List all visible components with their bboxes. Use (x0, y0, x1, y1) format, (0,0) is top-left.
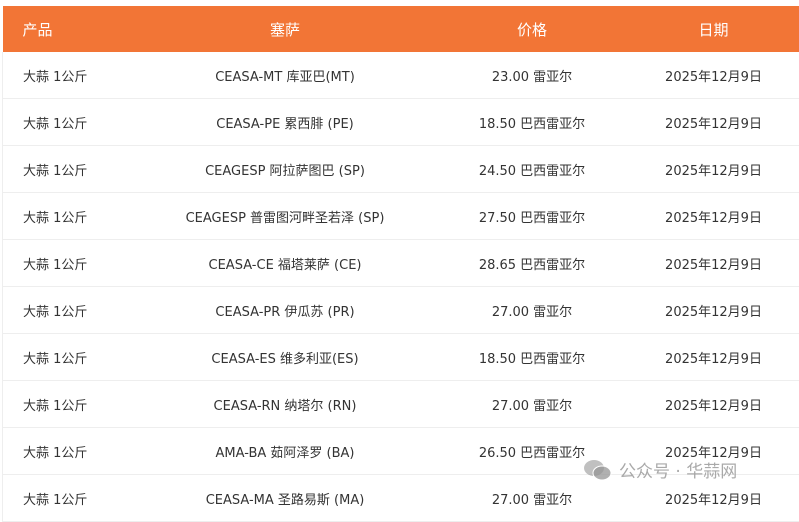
cell-product: 大蒜 1公斤 (3, 146, 135, 193)
cell-price: 23.00 雷亚尔 (436, 52, 628, 99)
cell-date: 2025年12月9日 (628, 381, 799, 428)
cell-price: 27.00 雷亚尔 (436, 381, 628, 428)
cell-product: 大蒜 1公斤 (3, 428, 135, 475)
cell-date: 2025年12月9日 (628, 146, 799, 193)
cell-ceasa: CEAGESP 阿拉萨图巴 (SP) (134, 146, 436, 193)
cell-product: 大蒜 1公斤 (3, 99, 135, 146)
cell-date: 2025年12月9日 (628, 193, 799, 240)
cell-price: 24.50 巴西雷亚尔 (436, 146, 628, 193)
header-product: 产品 (3, 6, 135, 52)
cell-ceasa: CEASA-CE 福塔莱萨 (CE) (134, 240, 436, 287)
watermark-text: 公众号 · 华蒜网 (619, 457, 737, 482)
cell-product: 大蒜 1公斤 (3, 287, 135, 334)
cell-price: 18.50 巴西雷亚尔 (436, 334, 628, 381)
cell-ceasa: CEAGESP 普雷图河畔圣若泽 (SP) (134, 193, 436, 240)
cell-price: 27.50 巴西雷亚尔 (436, 193, 628, 240)
cell-ceasa: CEASA-ES 维多利亚(ES) (134, 334, 436, 381)
cell-product: 大蒜 1公斤 (3, 334, 135, 381)
cell-date: 2025年12月9日 (628, 99, 799, 146)
cell-product: 大蒜 1公斤 (3, 381, 135, 428)
cell-ceasa: CEASA-MA 圣路易斯 (MA) (134, 475, 436, 522)
cell-price: 28.65 巴西雷亚尔 (436, 240, 628, 287)
header-date: 日期 (628, 6, 799, 52)
cell-ceasa: CEASA-MT 库亚巴(MT) (134, 52, 436, 99)
cell-product: 大蒜 1公斤 (3, 475, 135, 522)
cell-ceasa: CEASA-RN 纳塔尔 (RN) (134, 381, 436, 428)
cell-product: 大蒜 1公斤 (3, 193, 135, 240)
cell-ceasa: AMA-BA 茹阿泽罗 (BA) (134, 428, 436, 475)
cell-ceasa: CEASA-PE 累西腓 (PE) (134, 99, 436, 146)
cell-date: 2025年12月9日 (628, 287, 799, 334)
header-ceasa: 塞萨 (134, 6, 436, 52)
cell-product: 大蒜 1公斤 (3, 52, 135, 99)
watermark: 公众号 · 华蒜网 (583, 457, 737, 482)
cell-date: 2025年12月9日 (628, 334, 799, 381)
cell-price: 27.00 雷亚尔 (436, 287, 628, 334)
cell-price: 18.50 巴西雷亚尔 (436, 99, 628, 146)
cell-product: 大蒜 1公斤 (3, 240, 135, 287)
table-header: 产品 塞萨 价格 日期 (3, 6, 799, 52)
cell-date: 2025年12月9日 (628, 240, 799, 287)
wechat-icon (583, 458, 613, 482)
header-price: 价格 (436, 6, 628, 52)
cell-date: 2025年12月9日 (628, 52, 799, 99)
cell-ceasa: CEASA-PR 伊瓜苏 (PR) (134, 287, 436, 334)
